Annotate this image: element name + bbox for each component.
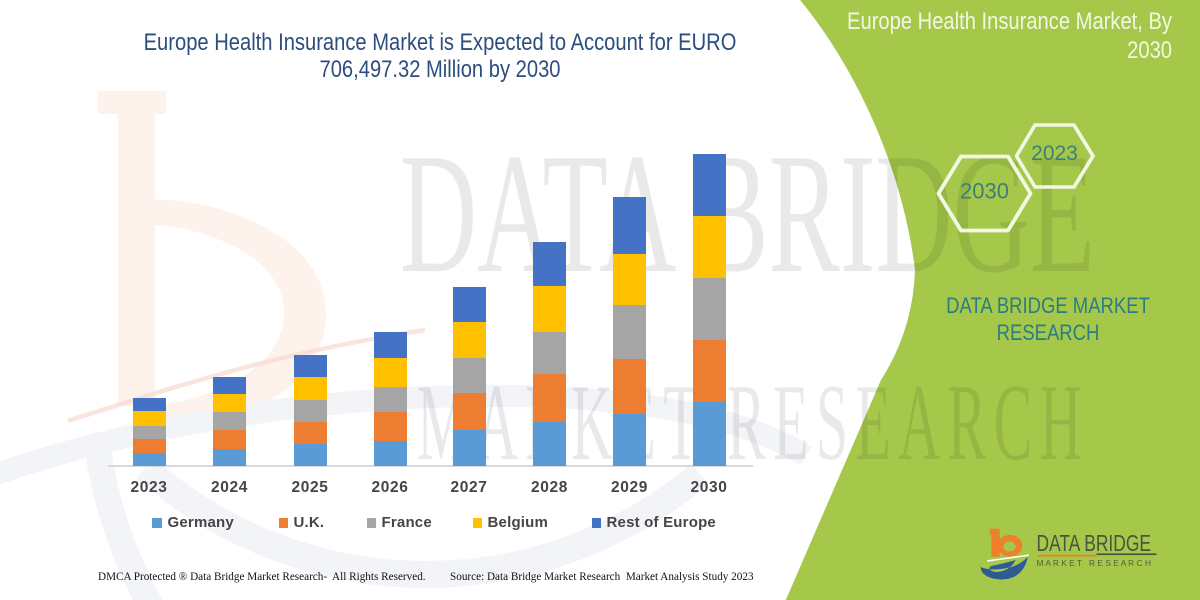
svg-text:MARKET RESEARCH: MARKET RESEARCH (417, 362, 1089, 483)
svg-text:2030: 2030 (960, 179, 1009, 204)
svg-text:2023: 2023 (1031, 142, 1078, 165)
svg-text:DATA BRIDGE: DATA BRIDGE (1037, 530, 1152, 556)
svg-text:DATA BRIDGE: DATA BRIDGE (400, 119, 1095, 309)
svg-text:M A R K E T R E S E A R C H: M A R K E T R E S E A R C H (1037, 558, 1152, 568)
